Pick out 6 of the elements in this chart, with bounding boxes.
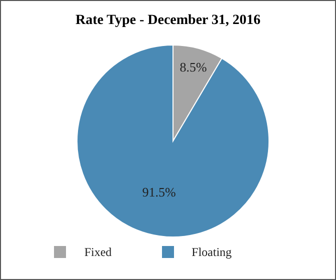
- legend-label: Floating: [192, 245, 232, 259]
- pie-slice: [76, 44, 270, 238]
- data-label: 8.5%: [180, 59, 207, 74]
- chart-title: Rate Type - December 31, 2016: [74, 13, 262, 29]
- data-label: 91.5%: [142, 184, 176, 200]
- legend-label: Fixed: [84, 245, 112, 259]
